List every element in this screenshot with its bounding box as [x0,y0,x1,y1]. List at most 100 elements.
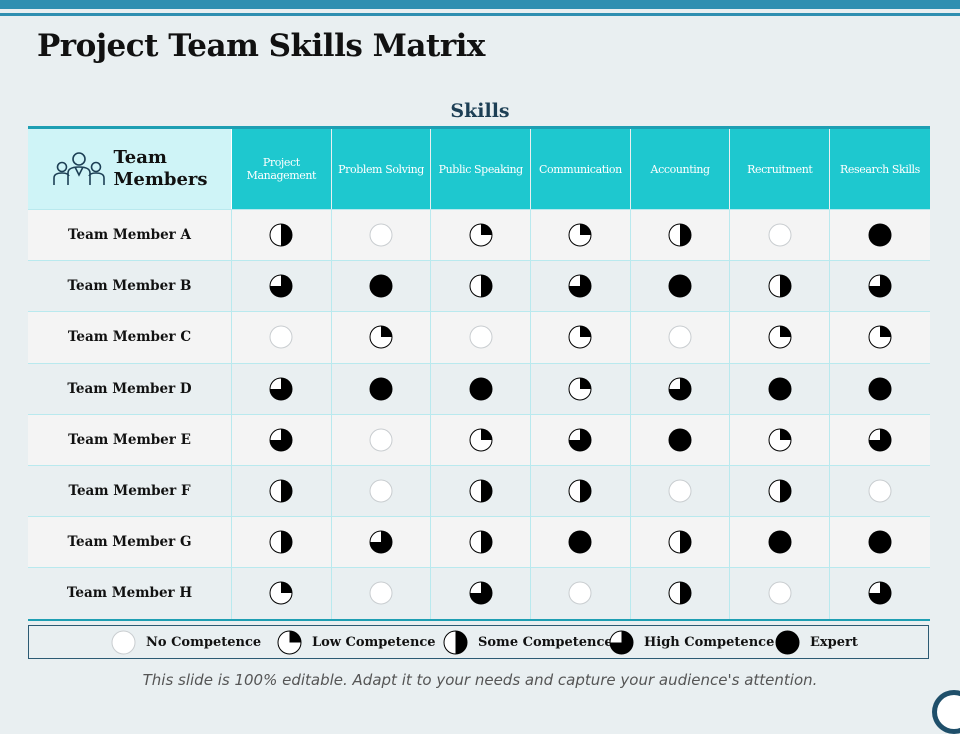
skill-rating-cell [232,568,332,619]
skill-rating-cell [631,568,731,619]
some-competence-icon [668,223,692,247]
column-header: Public Speaking [431,129,532,209]
skill-rating-cell [830,312,930,362]
high-competence-icon [469,581,493,605]
legend-item: High Competence [609,630,774,655]
skill-rating-cell [730,312,831,363]
skill-rating-cell [332,312,432,363]
some-competence-icon [768,274,792,298]
legend-label: Expert [810,635,858,650]
skill-rating-cell [332,261,432,312]
skill-rating-cell [631,363,731,414]
legend-item: No Competence [111,630,261,655]
competence-legend: No Competence Low Competence Some Competen… [28,625,929,659]
low-competence-icon [277,630,302,655]
low-competence-icon [568,223,592,247]
table-row: Team Member D [28,362,930,414]
page-title: Project Team Skills Matrix [37,28,485,64]
skill-rating-cell [232,517,332,568]
low-competence-icon [768,325,792,349]
high-competence-icon [668,377,692,401]
skill-rating-cell [730,414,831,465]
legend-item: Some Competence [443,630,613,655]
low-competence-icon [469,223,493,247]
low-competence-icon [768,428,792,452]
skill-rating-cell [531,363,631,414]
skill-rating-cell [730,568,831,619]
skill-rating-cell [332,414,432,465]
expert-icon [868,530,892,554]
skill-rating-cell [332,568,432,619]
skill-rating-cell [631,414,731,465]
skill-rating-cell [730,517,831,568]
team-members-label: Team Members [113,147,207,191]
no-competence-icon [111,630,136,655]
table-row: Team Member C [28,311,930,363]
skill-rating-cell [631,465,731,517]
high-competence-icon [868,274,892,298]
skill-rating-cell [431,210,532,261]
team-icon [53,152,106,185]
table-row: Team Member E [28,413,930,465]
expert-icon [768,377,792,401]
high-competence-icon [269,428,293,452]
legend-label: Some Competence [478,635,613,650]
column-header: Problem Solving [331,129,432,209]
no-competence-icon [369,428,393,452]
skill-rating-cell [232,414,332,465]
column-header: Project Management [232,129,332,209]
high-competence-icon [568,274,592,298]
expert-icon [568,530,592,554]
team-members-label-line1: Team [113,147,167,168]
skill-rating-cell [531,568,631,619]
expert-icon [768,530,792,554]
expert-icon [775,630,800,655]
team-member-name: Team Member H [28,568,232,619]
low-competence-icon [469,428,493,452]
no-competence-icon [668,325,692,349]
skill-rating-cell [431,465,532,517]
table-header: Team Members Project Management Problem S… [28,129,930,209]
footer-note: This slide is 100% editable. Adapt it to… [142,671,818,689]
low-competence-icon [568,377,592,401]
skill-rating-cell [431,312,532,363]
team-members-header: Team Members [28,129,232,209]
skills-matrix-table: Team Members Project Management Problem S… [28,126,930,621]
no-competence-icon [269,325,293,349]
skill-rating-cell [232,261,332,312]
table-row: Team Member H [28,567,930,619]
top-accent-line [0,13,960,16]
legend-label: Low Competence [312,635,436,650]
skill-rating-cell [631,517,731,568]
no-competence-icon [568,581,592,605]
skill-rating-cell [830,261,930,311]
legend-label: No Competence [146,635,262,650]
skill-rating-cell [531,465,631,517]
some-competence-icon [469,274,493,298]
no-competence-icon [768,223,792,247]
column-header: Recruitment [730,129,831,209]
team-member-name: Team Member C [28,312,232,363]
skill-rating-cell [232,312,332,363]
skill-rating-cell [730,210,831,261]
skill-rating-cell [531,517,631,568]
high-competence-icon [609,630,634,655]
team-member-name: Team Member D [28,363,232,414]
skill-rating-cell [830,466,930,516]
skill-rating-cell [730,363,831,414]
legend-item: Low Competence [277,630,436,655]
no-competence-icon [668,479,692,503]
skill-rating-cell [730,465,831,517]
team-member-name: Team Member A [28,210,232,261]
low-competence-icon [369,325,393,349]
skill-rating-cell [531,414,631,465]
some-competence-icon [269,223,293,247]
expert-icon [868,223,892,247]
skill-rating-cell [531,312,631,363]
no-competence-icon [469,325,493,349]
expert-icon [668,274,692,298]
no-competence-icon [768,581,792,605]
no-competence-icon [369,581,393,605]
skill-rating-cell [631,312,731,363]
expert-icon [668,428,692,452]
